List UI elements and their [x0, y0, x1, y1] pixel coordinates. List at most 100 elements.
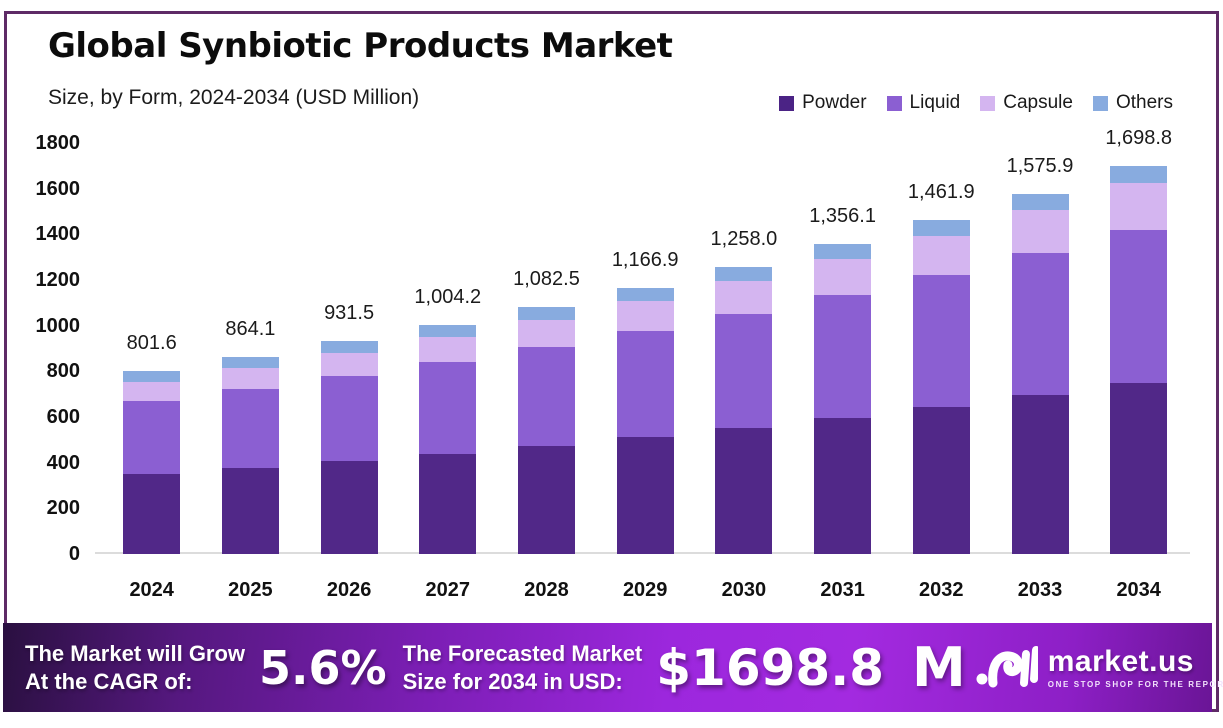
x-axis-label-2034: 2034 — [1116, 579, 1161, 601]
bar-2026 — [320, 341, 378, 554]
bar-total-label-2026: 931.5 — [324, 302, 375, 325]
legend-item-capsule: Capsule — [980, 92, 1073, 114]
y-tick-label-400: 400 — [46, 451, 80, 474]
bar-total-label-2028: 1,082.5 — [513, 267, 580, 290]
legend-item-liquid: Liquid — [886, 92, 961, 114]
y-tick-label-1800: 1800 — [35, 132, 81, 154]
x-axis-label-2025: 2025 — [228, 579, 273, 601]
cagr-label-line1: The Market will Grow — [25, 641, 246, 666]
x-axis-label-2029: 2029 — [622, 579, 668, 601]
legend-label: Liquid — [909, 92, 961, 113]
forecast-label: The Forecasted Market Size for 2034 in U… — [403, 640, 643, 695]
bar-2029 — [616, 287, 674, 555]
bar-total-label-2024: 801.6 — [126, 332, 177, 354]
bar-total-label-2031: 1,356.1 — [809, 205, 876, 228]
legend-label: Capsule — [1003, 92, 1073, 113]
bar-segment-powder — [814, 417, 872, 554]
forecast-label-line1: The Forecasted Market — [402, 641, 643, 666]
bar-segment-others — [1011, 194, 1069, 211]
bar-segment-liquid — [1110, 229, 1168, 383]
bar-2027 — [419, 324, 477, 554]
y-tick-label-200: 200 — [46, 497, 80, 520]
x-axis-label-2026: 2026 — [326, 579, 372, 601]
bar-segment-liquid — [221, 389, 279, 468]
bar-segment-capsule — [616, 301, 674, 332]
legend-swatch-icon — [1092, 95, 1108, 111]
bar-total-label-2032: 1,461.9 — [907, 181, 975, 204]
bar-segment-powder — [221, 467, 279, 554]
brand-logo: M market.us ONE STOP SHOP FOR THE REPORT… — [912, 635, 1223, 699]
brand-swirl-icon — [976, 642, 1040, 693]
legend-item-others: Others — [1092, 92, 1173, 114]
x-axis-label-2024: 2024 — [129, 579, 174, 601]
bar-2033 — [1011, 194, 1069, 554]
bar-segment-capsule — [518, 319, 575, 348]
chart-title: Global Synbiotic Products Market — [48, 26, 673, 66]
bar-segment-liquid — [715, 313, 773, 428]
bar-segment-capsule — [912, 235, 970, 275]
x-axis-label-2032: 2032 — [919, 579, 964, 601]
bar-segment-others — [616, 287, 674, 302]
bar-segment-capsule — [715, 280, 773, 314]
bar-total-label-2027: 1,004.2 — [414, 285, 482, 308]
bar-segment-others — [320, 341, 378, 353]
bar-segment-others — [518, 306, 575, 320]
bar-segment-liquid — [419, 362, 477, 454]
bar-segment-others — [715, 266, 773, 281]
bar-segment-others — [419, 324, 477, 337]
cagr-value: 5.6% — [259, 640, 387, 695]
y-tick-label-1000: 1000 — [35, 314, 81, 337]
y-tick-label-0: 0 — [68, 543, 80, 565]
bar-segment-powder — [1110, 382, 1168, 554]
x-axis-label-2027: 2027 — [425, 579, 471, 601]
bar-segment-capsule — [419, 336, 477, 363]
bar-2024 — [123, 371, 181, 554]
bar-total-label-2030: 1,258.0 — [710, 227, 778, 250]
y-tick-label-1200: 1200 — [35, 269, 81, 291]
brand-name: market.us — [1047, 644, 1194, 678]
legend: Powder Liquid Capsule Others — [779, 92, 1173, 114]
x-axis-label-2033: 2033 — [1017, 579, 1063, 601]
bar-2032 — [912, 220, 970, 554]
bar-segment-powder — [123, 474, 181, 554]
bar-segment-capsule — [814, 259, 872, 296]
bar-segment-capsule — [1110, 182, 1168, 230]
bar-segment-powder — [419, 453, 477, 554]
bar-segment-capsule — [123, 381, 181, 402]
forecast-value: $1698.8 — [656, 638, 884, 697]
bar-total-label-2025: 864.1 — [225, 317, 276, 340]
bar-segment-liquid — [1011, 253, 1069, 396]
bar-segment-others — [814, 244, 872, 260]
bar-segment-liquid — [518, 347, 575, 446]
bar-2034 — [1110, 166, 1168, 554]
bar-2031 — [814, 244, 872, 554]
cagr-label: The Market will Grow At the CAGR of: — [25, 640, 245, 695]
bar-segment-others — [123, 371, 181, 382]
y-tick-label-1400: 1400 — [35, 223, 81, 246]
bar-total-label-2034: 1,698.8 — [1105, 127, 1173, 150]
y-tick-label-1600: 1600 — [35, 177, 81, 200]
footer-banner: The Market will Grow At the CAGR of: 5.6… — [3, 623, 1223, 712]
bar-segment-powder — [912, 406, 970, 554]
chart-subtitle: Size, by Form, 2024-2034 (USD Million) — [48, 86, 420, 109]
y-tick-label-600: 600 — [46, 406, 80, 428]
x-axis-label-2031: 2031 — [820, 579, 865, 601]
bar-segment-liquid — [912, 274, 970, 407]
bar-segment-capsule — [221, 367, 279, 390]
bar-2030 — [715, 266, 773, 555]
bar-total-label-2029: 1,166.9 — [611, 248, 679, 271]
bar-segment-powder — [1011, 395, 1069, 554]
legend-label: Others — [1115, 92, 1173, 113]
cagr-label-line2: At the CAGR of: — [25, 668, 193, 694]
bar-segment-powder — [715, 427, 773, 555]
forecast-label-line2: Size for 2034 in USD: — [402, 668, 623, 694]
brand-monogram: M — [912, 635, 966, 699]
brand-tagline: ONE STOP SHOP FOR THE REPORTS — [1047, 679, 1223, 689]
bar-segment-others — [1110, 166, 1168, 183]
bar-segment-others — [912, 220, 970, 236]
bar-segment-liquid — [814, 295, 872, 418]
legend-label: Powder — [802, 92, 867, 113]
bar-segment-capsule — [320, 353, 378, 377]
bar-2025 — [221, 356, 279, 554]
